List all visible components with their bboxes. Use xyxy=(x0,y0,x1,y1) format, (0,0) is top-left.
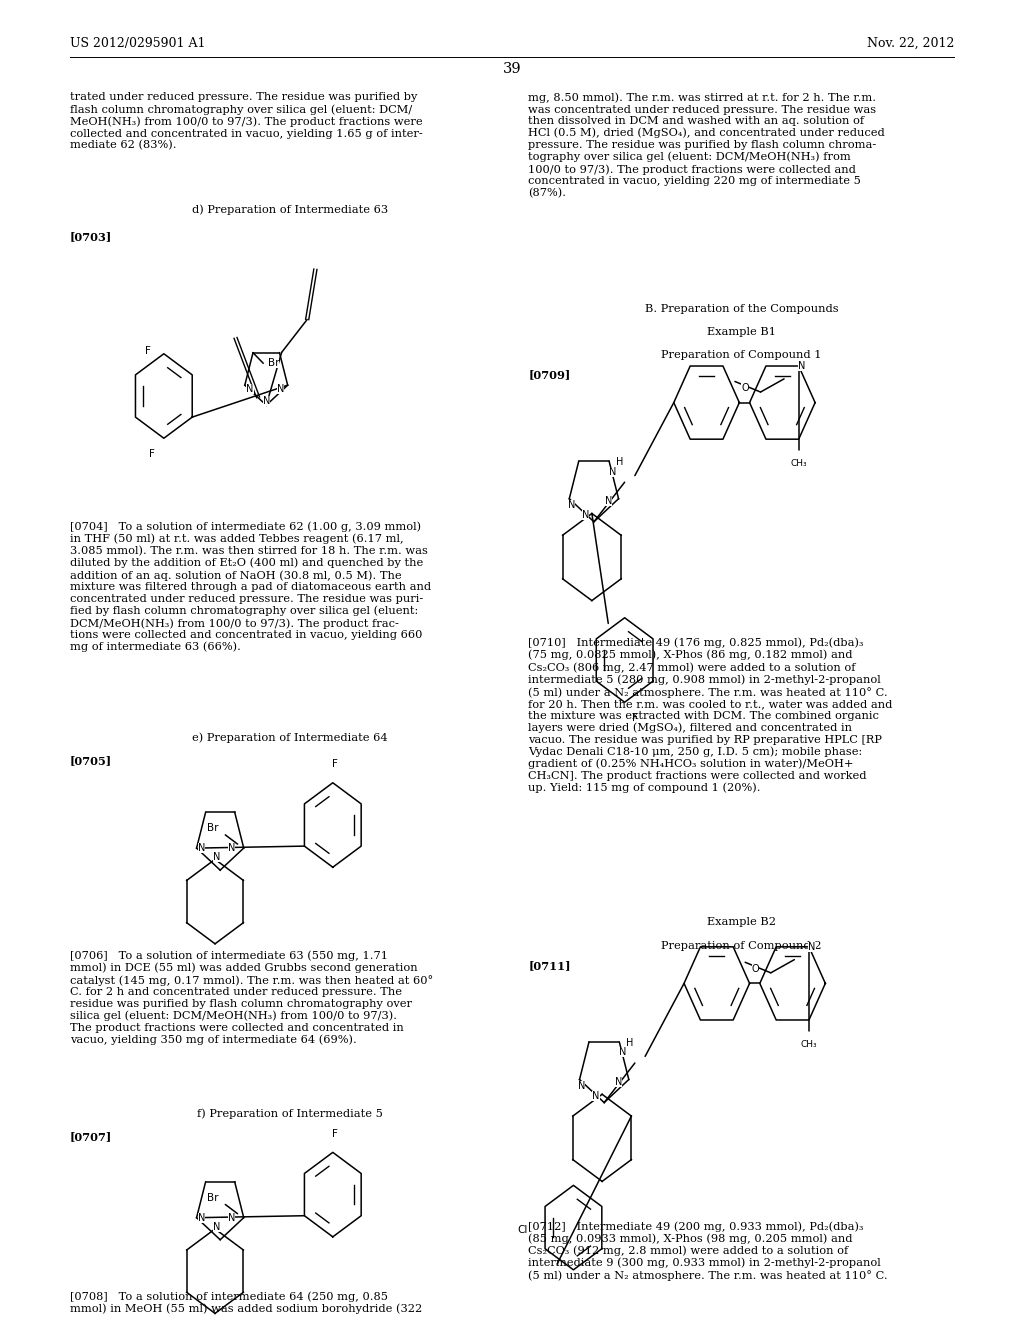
Text: N: N xyxy=(582,511,590,520)
Text: N: N xyxy=(262,396,270,407)
Text: N: N xyxy=(808,941,816,952)
Text: O: O xyxy=(752,964,759,974)
Text: N: N xyxy=(578,1081,586,1092)
Text: N: N xyxy=(213,851,221,862)
Text: N: N xyxy=(198,843,206,853)
Text: F: F xyxy=(332,1129,338,1139)
Text: mg, 8.50 mmol). The r.m. was stirred at r.t. for 2 h. The r.m.
was concentrated : mg, 8.50 mmol). The r.m. was stirred at … xyxy=(528,92,885,198)
Text: [0709]: [0709] xyxy=(528,370,570,380)
Text: d) Preparation of Intermediate 63: d) Preparation of Intermediate 63 xyxy=(191,205,388,215)
Text: Preparation of Compound 1: Preparation of Compound 1 xyxy=(662,350,821,360)
Text: H: H xyxy=(626,1039,634,1048)
Text: N: N xyxy=(614,1077,623,1088)
Text: Br: Br xyxy=(267,358,280,368)
Text: N: N xyxy=(567,500,575,511)
Text: CH₃: CH₃ xyxy=(801,1040,817,1048)
Text: N: N xyxy=(604,496,612,507)
Text: Nov. 22, 2012: Nov. 22, 2012 xyxy=(867,37,954,50)
Text: Cl: Cl xyxy=(517,1225,527,1236)
Text: CH₃: CH₃ xyxy=(791,459,807,467)
Text: [0712]   Intermediate 49 (200 mg, 0.933 mmol), Pd₂(dba)₃
(85 mg, 0.0933 mmol), X: [0712] Intermediate 49 (200 mg, 0.933 mm… xyxy=(528,1221,888,1280)
Text: [0703]: [0703] xyxy=(70,231,112,242)
Text: [0711]: [0711] xyxy=(528,960,571,970)
Text: F: F xyxy=(144,346,151,356)
Text: [0707]: [0707] xyxy=(70,1131,112,1142)
Text: N: N xyxy=(246,384,254,395)
Text: [0704]   To a solution of intermediate 62 (1.00 g, 3.09 mmol)
in THF (50 ml) at : [0704] To a solution of intermediate 62 … xyxy=(70,521,431,652)
Text: N: N xyxy=(798,360,806,371)
Text: f) Preparation of Intermediate 5: f) Preparation of Intermediate 5 xyxy=(197,1109,383,1119)
Text: N: N xyxy=(227,1213,236,1222)
Text: F: F xyxy=(632,713,638,723)
Text: H: H xyxy=(615,458,624,467)
Text: N: N xyxy=(198,1213,206,1222)
Text: N: N xyxy=(213,1221,221,1232)
Text: [0706]   To a solution of intermediate 63 (550 mg, 1.71
mmol) in DCE (55 ml) was: [0706] To a solution of intermediate 63 … xyxy=(70,950,433,1045)
Text: F: F xyxy=(148,449,155,459)
Text: [0710]   Intermediate 49 (176 mg, 0.825 mmol), Pd₂(dba)₃
(75 mg, 0.0825 mmol), X: [0710] Intermediate 49 (176 mg, 0.825 mm… xyxy=(528,638,893,793)
Text: N: N xyxy=(592,1092,600,1101)
Text: N: N xyxy=(276,384,285,395)
Text: N: N xyxy=(227,843,236,853)
Text: [0708]   To a solution of intermediate 64 (250 mg, 0.85
mmol) in MeOH (55 ml) wa: [0708] To a solution of intermediate 64 … xyxy=(70,1291,422,1313)
Text: B. Preparation of the Compounds: B. Preparation of the Compounds xyxy=(644,304,839,314)
Text: N: N xyxy=(608,467,616,477)
Text: O: O xyxy=(741,383,749,393)
Text: F: F xyxy=(332,759,338,770)
Text: N: N xyxy=(618,1048,627,1057)
Text: 39: 39 xyxy=(503,62,521,75)
Text: Br: Br xyxy=(207,824,219,833)
Text: Example B2: Example B2 xyxy=(707,917,776,928)
Text: e) Preparation of Intermediate 64: e) Preparation of Intermediate 64 xyxy=(191,733,388,743)
Text: Preparation of Compound 2: Preparation of Compound 2 xyxy=(662,941,821,952)
Text: trated under reduced pressure. The residue was purified by
flash column chromato: trated under reduced pressure. The resid… xyxy=(70,92,422,150)
Text: Example B1: Example B1 xyxy=(707,327,776,338)
Text: [0705]: [0705] xyxy=(70,755,112,766)
Text: Br: Br xyxy=(207,1193,219,1203)
Text: US 2012/0295901 A1: US 2012/0295901 A1 xyxy=(70,37,205,50)
